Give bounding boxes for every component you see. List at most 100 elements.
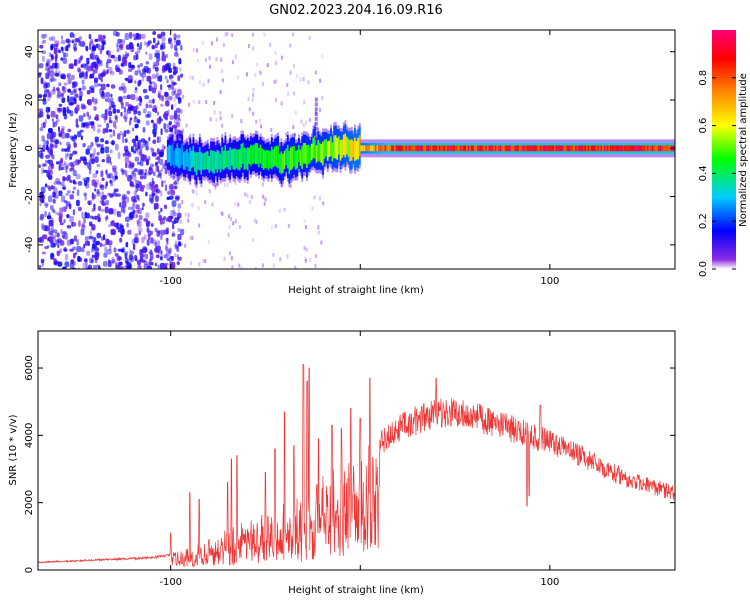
band-core [414, 145, 417, 152]
band-core [456, 145, 459, 152]
noise-speck [76, 104, 80, 112]
band-core [262, 149, 265, 170]
noise-speck [149, 166, 152, 171]
noise-speck [280, 101, 283, 106]
noise-speck [103, 252, 108, 258]
band-core [363, 145, 366, 152]
noise-speck [51, 131, 57, 138]
band-core [446, 145, 449, 152]
noise-speck [321, 54, 324, 59]
noise-speck [117, 96, 122, 102]
band-core [278, 153, 281, 173]
noise-speck [125, 173, 128, 178]
noise-speck [73, 134, 77, 140]
noise-speck [304, 258, 307, 263]
noise-speck [40, 167, 44, 175]
band-core [606, 145, 609, 152]
noise-speck [67, 88, 71, 93]
noise-speck [178, 241, 182, 247]
noise-speck [125, 216, 130, 222]
noise-speck [79, 129, 84, 133]
noise-speck [143, 65, 149, 73]
noise-speck [155, 52, 160, 59]
band-core [626, 145, 628, 152]
band-core [290, 147, 292, 171]
noise-speck [143, 173, 147, 180]
noise-speck [96, 189, 100, 195]
noise-speck [45, 204, 48, 209]
band-core [534, 145, 537, 152]
band-core [328, 140, 331, 157]
noise-speck [147, 41, 151, 46]
noise-speck [177, 212, 182, 219]
noise-speck [48, 230, 54, 235]
band-core [464, 145, 467, 152]
band-core [490, 145, 492, 152]
noise-speck [173, 33, 177, 41]
noise-speck [311, 206, 314, 211]
band-speck [314, 116, 318, 121]
noise-speck [62, 57, 68, 64]
noise-speck [124, 77, 129, 81]
noise-speck [209, 117, 212, 122]
noise-speck [72, 246, 77, 251]
noise-speck [60, 75, 64, 79]
noise-speck [47, 65, 51, 71]
noise-speck [255, 219, 258, 224]
band-core [616, 145, 619, 152]
noise-speck [100, 138, 105, 143]
band-core [330, 136, 332, 157]
noise-speck [43, 169, 48, 173]
noise-speck [142, 108, 147, 114]
noise-speck [120, 248, 125, 253]
noise-speck [86, 90, 91, 95]
band-core [224, 145, 227, 169]
noise-speck [65, 201, 71, 207]
noise-speck [61, 97, 66, 103]
noise-speck [91, 124, 94, 129]
noise-speck [106, 156, 111, 164]
noise-speck [289, 43, 292, 48]
noise-speck [113, 108, 117, 114]
band-core [240, 143, 243, 168]
band-core [360, 145, 363, 152]
noise-speck [106, 153, 110, 157]
noise-speck [65, 38, 70, 44]
band-core [213, 151, 216, 174]
noise-speck [139, 44, 142, 50]
noise-speck [184, 243, 187, 248]
noise-speck [189, 235, 192, 240]
noise-speck [88, 235, 94, 240]
noise-speck [173, 185, 178, 190]
snr-ticks: -100 100 0 2000 4000 6000 [24, 331, 675, 588]
noise-speck [42, 55, 45, 62]
noise-speck [55, 53, 58, 59]
noise-speck [214, 185, 217, 190]
noise-speck [221, 123, 224, 128]
noise-speck [64, 253, 69, 261]
noise-speck [116, 211, 122, 218]
band-core [640, 145, 643, 152]
noise-speck [213, 110, 216, 115]
band-core [291, 146, 294, 169]
band-core [595, 145, 598, 152]
noise-speck [120, 63, 124, 67]
noise-speck [39, 44, 44, 49]
noise-speck [96, 232, 101, 239]
band-speck [314, 102, 318, 107]
noise-speck [255, 119, 258, 124]
noise-speck [89, 73, 95, 79]
noise-speck [292, 125, 295, 130]
noise-speck [67, 74, 70, 79]
noise-speck [45, 33, 48, 38]
noise-speck [77, 39, 81, 43]
noise-speck [56, 161, 60, 165]
band-core [346, 136, 348, 155]
noise-speck [114, 114, 118, 120]
band-core [557, 145, 560, 152]
noise-speck [80, 228, 85, 236]
noise-speck [173, 211, 177, 217]
band-core [518, 145, 521, 152]
band-core [435, 145, 438, 152]
noise-speck [66, 152, 69, 158]
